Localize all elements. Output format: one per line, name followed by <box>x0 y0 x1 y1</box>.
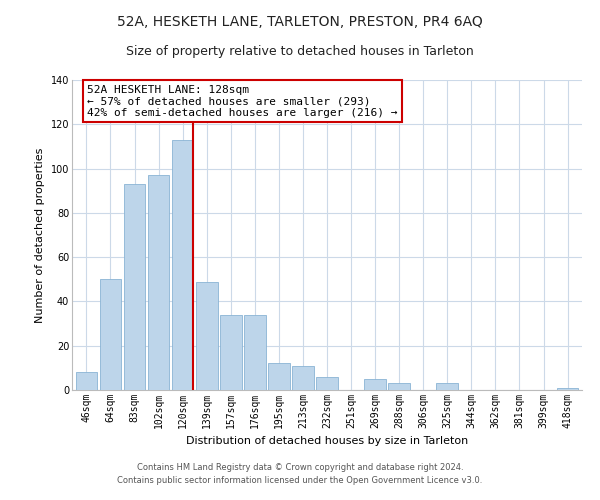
Text: Contains HM Land Registry data © Crown copyright and database right 2024.
Contai: Contains HM Land Registry data © Crown c… <box>118 464 482 485</box>
Bar <box>436 384 458 390</box>
Bar <box>557 388 578 390</box>
Bar <box>292 366 314 390</box>
Bar <box>268 364 290 390</box>
Bar <box>244 314 266 390</box>
Text: 52A HESKETH LANE: 128sqm
← 57% of detached houses are smaller (293)
42% of semi-: 52A HESKETH LANE: 128sqm ← 57% of detach… <box>88 84 398 118</box>
Bar <box>172 140 193 390</box>
Bar <box>220 314 242 390</box>
Bar <box>388 384 410 390</box>
Bar <box>100 280 121 390</box>
Text: 52A, HESKETH LANE, TARLETON, PRESTON, PR4 6AQ: 52A, HESKETH LANE, TARLETON, PRESTON, PR… <box>117 15 483 29</box>
Bar <box>124 184 145 390</box>
Bar <box>364 379 386 390</box>
Bar <box>316 376 338 390</box>
Bar <box>148 175 169 390</box>
X-axis label: Distribution of detached houses by size in Tarleton: Distribution of detached houses by size … <box>186 436 468 446</box>
Text: Size of property relative to detached houses in Tarleton: Size of property relative to detached ho… <box>126 45 474 58</box>
Bar <box>76 372 97 390</box>
Y-axis label: Number of detached properties: Number of detached properties <box>35 148 45 322</box>
Bar <box>196 282 218 390</box>
